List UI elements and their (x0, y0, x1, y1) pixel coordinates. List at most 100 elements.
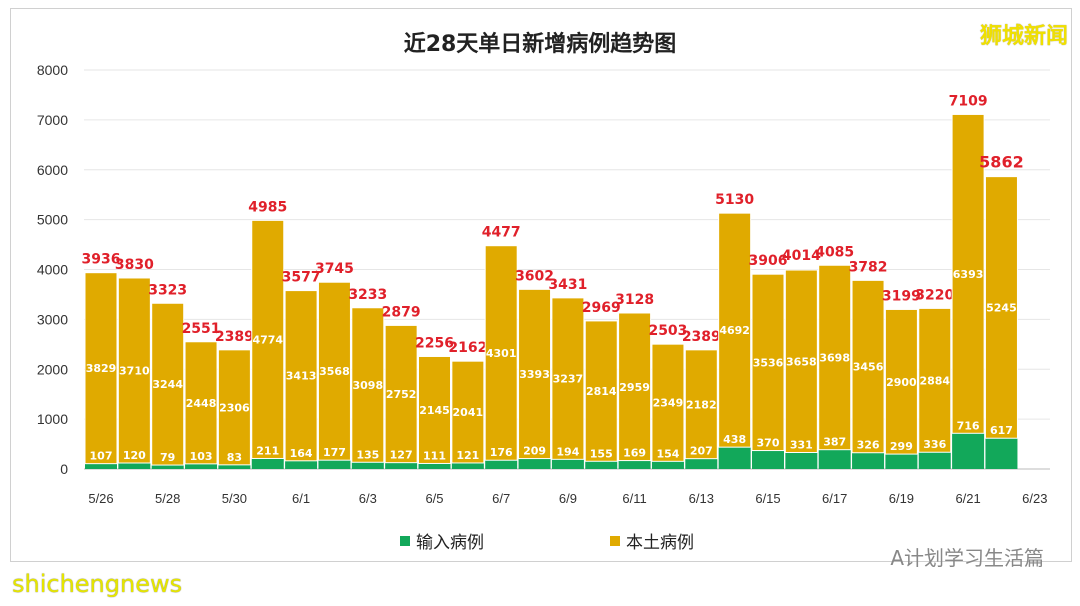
label-local: 2752 (386, 388, 417, 401)
chart-title: 近28天单日新增病例趋势图 (403, 32, 677, 57)
label-imported: 169 (623, 447, 646, 460)
label-imported: 103 (190, 450, 213, 463)
x-tick-label: 6/13 (689, 491, 714, 506)
bar-imported (651, 461, 684, 469)
label-total: 2162 (448, 340, 487, 356)
bar-imported (318, 460, 351, 469)
label-total: 3220 (915, 287, 954, 303)
brand-watermark: 狮城新闻 (979, 24, 1068, 49)
y-tick-label: 4000 (37, 262, 68, 278)
wechat-watermark: A计划学习生活篇 (890, 546, 1044, 570)
bar-imported (518, 458, 551, 469)
label-local: 4774 (252, 333, 283, 346)
y-tick-label: 8000 (37, 62, 68, 78)
bar-local (984, 176, 1018, 439)
label-imported: 111 (423, 449, 446, 462)
label-local: 2959 (619, 381, 650, 394)
bar-imported (752, 450, 784, 469)
bar-imported (285, 460, 318, 469)
x-tick-label: 6/9 (559, 491, 577, 506)
bar-local (751, 273, 785, 452)
label-imported: 177 (323, 446, 346, 459)
x-tick-label: 6/5 (425, 491, 443, 506)
label-imported: 211 (256, 444, 279, 457)
bar-local (151, 302, 185, 466)
label-imported: 155 (590, 447, 613, 460)
bar-imported (718, 447, 751, 469)
label-imported: 194 (556, 445, 579, 458)
y-tick-label: 6000 (37, 162, 68, 178)
label-imported: 176 (490, 446, 513, 459)
legend-swatch-imported (400, 535, 410, 546)
legend-imported: 输入病例 (400, 528, 484, 553)
label-imported: 336 (923, 438, 946, 451)
bar-local (518, 288, 552, 460)
label-local: 2814 (586, 385, 617, 398)
label-local: 3568 (319, 365, 350, 378)
x-tick-label: 6/15 (755, 491, 780, 506)
bar-local (618, 312, 652, 462)
bar-imported (451, 462, 484, 469)
y-tick-label: 3000 (37, 311, 68, 327)
label-total: 3199 (882, 288, 921, 304)
label-imported: 716 (957, 419, 980, 432)
x-tick-label: 6/1 (292, 491, 310, 506)
bar-local (584, 320, 618, 462)
label-imported: 121 (456, 449, 479, 462)
label-imported: 326 (857, 439, 880, 452)
label-local: 2041 (453, 406, 484, 419)
bar-imported (818, 449, 851, 469)
label-total: 7109 (949, 93, 988, 109)
label-total: 3323 (148, 282, 187, 298)
bar-imported (985, 438, 1018, 469)
bar-imported (685, 458, 718, 469)
bar-local (951, 113, 985, 434)
label-imported: 299 (890, 440, 913, 453)
label-local: 2349 (653, 397, 684, 410)
bar-imported (418, 463, 451, 469)
label-local: 6393 (953, 268, 984, 281)
bar-local (918, 307, 952, 453)
bar-imported (151, 465, 184, 469)
label-imported: 207 (690, 445, 713, 458)
label-local: 4692 (719, 324, 750, 337)
x-tick-label: 5/28 (155, 491, 180, 506)
label-imported: 154 (656, 447, 679, 460)
bar-local (684, 349, 718, 460)
x-tick-label: 6/21 (955, 491, 980, 506)
y-tick-label: 0 (60, 461, 68, 477)
label-total: 3830 (115, 257, 154, 273)
label-total: 3602 (515, 268, 554, 284)
bar-imported (852, 452, 885, 469)
bar-local (451, 360, 485, 464)
bar-imported (585, 461, 618, 469)
label-local: 3829 (86, 362, 117, 375)
bar-imported (385, 462, 418, 469)
x-tick-label: 6/23 (1022, 491, 1047, 506)
label-total: 2256 (415, 335, 454, 351)
label-total: 4985 (248, 199, 287, 215)
bar-local (484, 245, 518, 461)
bar-local (384, 324, 418, 464)
bar-imported (485, 460, 518, 469)
label-local: 3456 (853, 361, 884, 374)
label-imported: 331 (790, 438, 813, 451)
label-imported: 617 (990, 424, 1013, 437)
label-local: 3698 (819, 351, 850, 364)
chart-frame (10, 8, 1072, 562)
bar-local (317, 281, 351, 461)
label-total: 5130 (715, 192, 754, 208)
label-total: 2389 (682, 329, 721, 345)
label-total: 2879 (382, 304, 421, 320)
bar-local (651, 343, 685, 462)
label-total: 2503 (648, 323, 687, 339)
label-local: 3393 (519, 368, 550, 381)
label-total: 4014 (782, 248, 821, 264)
label-local: 3413 (286, 370, 317, 383)
y-tick-label: 7000 (37, 112, 68, 128)
y-tick-label: 1000 (37, 411, 68, 427)
label-local: 3658 (786, 355, 817, 368)
label-local: 3536 (753, 356, 784, 369)
bar-imported (952, 433, 985, 469)
